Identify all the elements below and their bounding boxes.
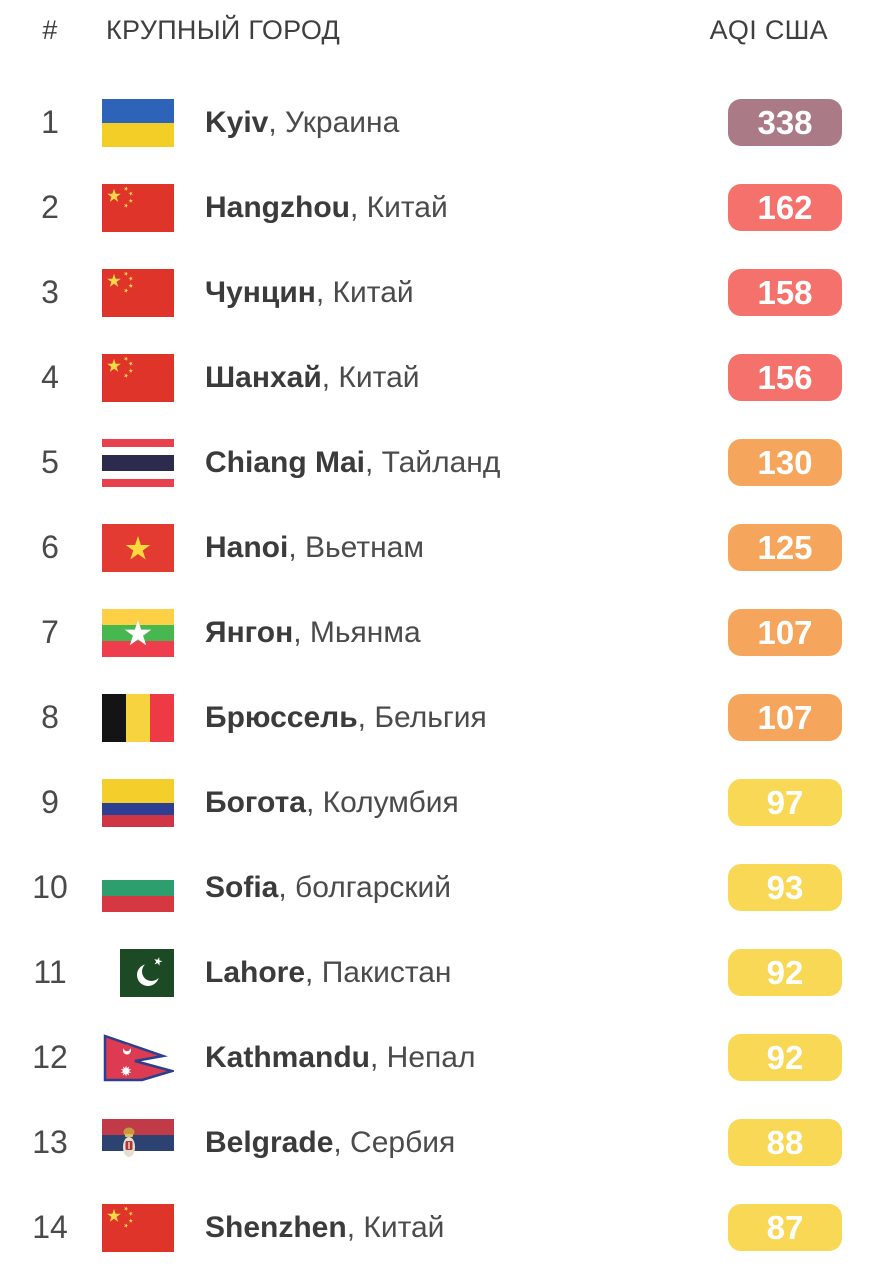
city-list: 1 Kyiv, Украина 338 2 Hangzhou, Китай 16… bbox=[0, 80, 878, 1270]
city-country-label: Брюссель, Бельгия bbox=[205, 700, 487, 734]
city-country-label: Belgrade, Сербия bbox=[205, 1125, 456, 1159]
aqi-badge: 87 bbox=[728, 1204, 842, 1251]
flag-china-icon bbox=[102, 1203, 174, 1252]
city-country-label: Янгон, Мьянма bbox=[205, 615, 421, 649]
rank-number: 13 bbox=[32, 1124, 68, 1160]
table-row[interactable]: 6 Hanoi, Вьетнам 125 bbox=[0, 505, 878, 590]
rank-number: 10 bbox=[32, 869, 68, 905]
flag-ukraine-icon bbox=[102, 98, 174, 147]
aqi-badge: 93 bbox=[728, 864, 842, 911]
flag-pakistan-icon bbox=[102, 948, 174, 997]
aqi-badge: 107 bbox=[728, 694, 842, 741]
rank-number: 7 bbox=[41, 614, 59, 650]
flag-china-icon bbox=[102, 183, 174, 232]
table-row[interactable]: 9 Богота, Колумбия 97 bbox=[0, 760, 878, 845]
flag-serbia-icon bbox=[102, 1118, 174, 1167]
city-country-label: Kathmandu, Непал bbox=[205, 1040, 476, 1074]
aqi-badge: 92 bbox=[728, 949, 842, 996]
aqi-badge: 107 bbox=[728, 609, 842, 656]
table-row[interactable]: 13 Belgrade, Сербия 88 bbox=[0, 1100, 878, 1185]
flag-myanmar-icon bbox=[102, 608, 174, 657]
aqi-badge: 88 bbox=[728, 1119, 842, 1166]
rank-number: 11 bbox=[33, 954, 67, 990]
city-country-label: Hangzhou, Китай bbox=[205, 190, 448, 224]
aqi-badge: 158 bbox=[728, 269, 842, 316]
flag-china-icon bbox=[102, 268, 174, 317]
flag-thailand-icon bbox=[102, 438, 174, 487]
aqi-badge: 130 bbox=[728, 439, 842, 486]
aqi-badge: 125 bbox=[728, 524, 842, 571]
flag-china-icon bbox=[102, 353, 174, 402]
flag-belgium-icon bbox=[102, 693, 174, 742]
table-row[interactable]: 14 Shenzhen, Китай 87 bbox=[0, 1185, 878, 1270]
rank-column-header: # bbox=[42, 14, 58, 45]
rank-number: 5 bbox=[41, 444, 59, 480]
aqi-badge: 156 bbox=[728, 354, 842, 401]
rank-number: 1 bbox=[41, 104, 59, 140]
rank-number: 6 bbox=[41, 529, 59, 565]
city-country-label: Kyiv, Украина bbox=[205, 105, 400, 139]
table-row[interactable]: 12 Kathmandu, Непал 92 bbox=[0, 1015, 878, 1100]
city-country-label: Чунцин, Китай bbox=[205, 275, 414, 309]
table-row[interactable]: 7 Янгон, Мьянма 107 bbox=[0, 590, 878, 675]
flag-nepal-icon bbox=[102, 1033, 174, 1082]
rank-number: 2 bbox=[41, 189, 59, 225]
flag-vietnam-icon bbox=[102, 523, 174, 572]
city-country-label: Hanoi, Вьетнам bbox=[205, 530, 424, 564]
table-row[interactable]: 4 Шанхай, Китай 156 bbox=[0, 335, 878, 420]
rank-number: 8 bbox=[41, 699, 59, 735]
rank-number: 4 bbox=[41, 359, 59, 395]
aqi-column-header: AQI США bbox=[709, 14, 828, 45]
table-row[interactable]: 3 Чунцин, Китай 158 bbox=[0, 250, 878, 335]
city-country-label: Шанхай, Китай bbox=[205, 360, 420, 394]
aqi-badge: 162 bbox=[728, 184, 842, 231]
city-country-label: Lahore, Пакистан bbox=[205, 955, 452, 989]
city-country-label: Chiang Mai, Тайланд bbox=[205, 445, 501, 479]
aqi-badge: 92 bbox=[728, 1034, 842, 1081]
table-header: # КРУПНЫЙ ГОРОД AQI США bbox=[0, 0, 878, 60]
flag-colombia-icon bbox=[102, 778, 174, 827]
aqi-badge: 338 bbox=[728, 99, 842, 146]
table-row[interactable]: 10 Sofia, болгарский 93 bbox=[0, 845, 878, 930]
city-country-label: Богота, Колумбия bbox=[205, 785, 459, 819]
table-row[interactable]: 2 Hangzhou, Китай 162 bbox=[0, 165, 878, 250]
aqi-badge: 97 bbox=[728, 779, 842, 826]
city-column-header: КРУПНЫЙ ГОРОД bbox=[106, 14, 341, 45]
table-row[interactable]: 8 Брюссель, Бельгия 107 bbox=[0, 675, 878, 760]
city-country-label: Shenzhen, Китай bbox=[205, 1210, 445, 1244]
city-country-label: Sofia, болгарский bbox=[205, 870, 452, 904]
rank-number: 14 bbox=[32, 1209, 68, 1245]
rank-number: 3 bbox=[41, 274, 59, 310]
table-row[interactable]: 1 Kyiv, Украина 338 bbox=[0, 80, 878, 165]
table-row[interactable]: 5 Chiang Mai, Тайланд 130 bbox=[0, 420, 878, 505]
rank-number: 12 bbox=[32, 1039, 68, 1075]
table-row[interactable]: 11 Lahore, Пакистан 92 bbox=[0, 930, 878, 1015]
rank-number: 9 bbox=[41, 784, 59, 820]
flag-bulgaria-icon bbox=[102, 863, 174, 912]
